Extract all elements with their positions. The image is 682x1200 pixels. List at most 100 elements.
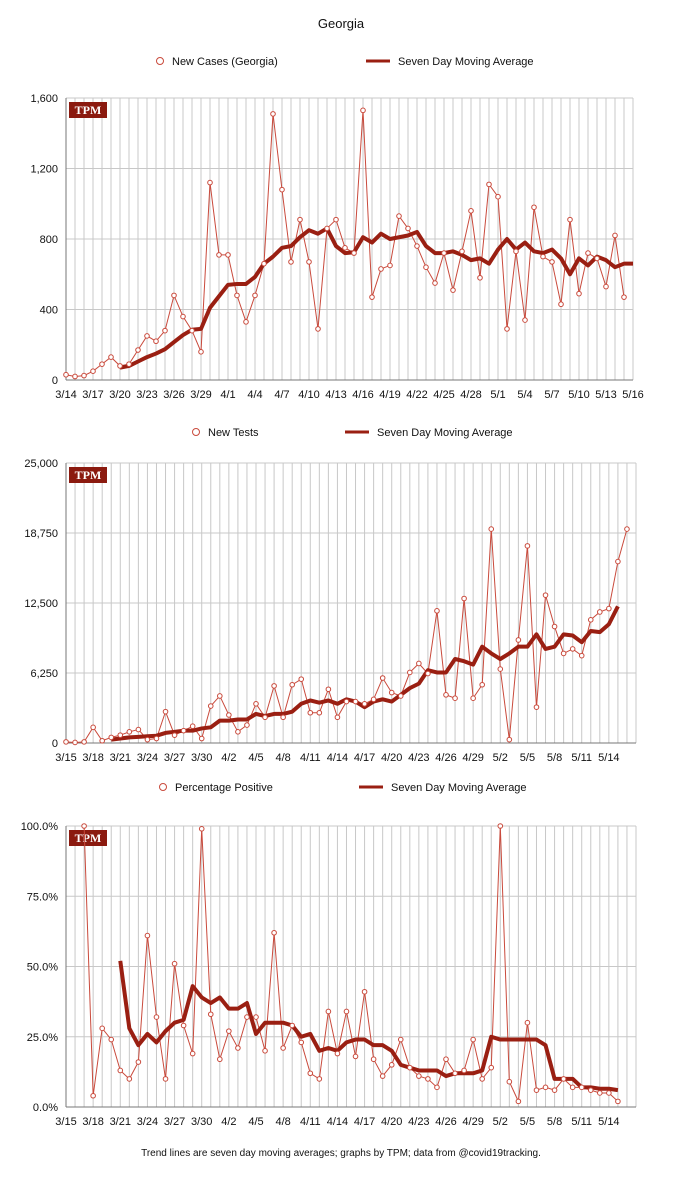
x-tick-label: 4/25 — [433, 389, 454, 401]
data-point — [416, 660, 422, 667]
data-point — [99, 1025, 105, 1032]
data-point — [144, 932, 151, 939]
data-point — [162, 1076, 169, 1082]
data-point — [477, 274, 483, 281]
data-point — [325, 1008, 332, 1015]
x-tick-label: 5/13 — [595, 389, 616, 401]
data-point — [153, 338, 159, 345]
data-point — [217, 693, 223, 699]
moving-average-line — [119, 226, 633, 370]
data-point — [495, 193, 501, 200]
logo-text: TPM — [75, 468, 102, 482]
data-point — [243, 319, 249, 325]
data-point — [333, 216, 339, 223]
logo-badge — [69, 467, 107, 483]
data-point — [578, 652, 585, 659]
x-tick-label: 3/27 — [164, 752, 185, 764]
data-point — [334, 714, 341, 721]
data-point — [108, 354, 114, 360]
moving-average-line — [110, 605, 620, 742]
legend-marker-raw — [192, 428, 200, 436]
y-tick-label: 25,000 — [24, 458, 58, 470]
x-tick-label: 4/29 — [462, 1116, 483, 1128]
data-point — [506, 736, 513, 743]
new-tests-chart: 0 6,250 12,500 18,750 25,000 3/15 3/18 3/21 3/24… — [24, 427, 637, 764]
raw-series-line — [83, 825, 619, 1104]
data-point — [425, 1076, 431, 1082]
gridlines — [65, 97, 634, 381]
data-point — [262, 1048, 268, 1054]
data-point — [414, 243, 420, 249]
data-point — [488, 526, 495, 532]
data-point — [560, 1076, 567, 1082]
legend: Percentage Positive Seven Day Moving Aver… — [159, 782, 527, 794]
x-tick-label: 3/24 — [137, 752, 158, 764]
y-tick-label: 75.0% — [27, 891, 58, 903]
data-point — [153, 735, 160, 742]
logo-badge — [69, 102, 107, 118]
data-point — [531, 204, 537, 211]
data-point — [549, 259, 555, 265]
data-point — [597, 609, 603, 615]
data-point — [542, 592, 549, 598]
data-point — [396, 213, 402, 219]
data-point — [126, 729, 133, 735]
data-point — [81, 372, 87, 379]
x-tick-label: 4/22 — [406, 389, 427, 401]
legend-marker-raw — [156, 57, 164, 65]
data-point — [624, 526, 630, 532]
data-point — [506, 1078, 513, 1085]
data-point — [324, 225, 330, 232]
data-point — [434, 608, 440, 614]
x-tick-label: 3/21 — [110, 1116, 131, 1128]
data-point — [461, 595, 467, 602]
data-point — [343, 698, 350, 705]
data-point — [443, 1056, 449, 1063]
x-tick-label: 4/14 — [327, 1116, 348, 1128]
data-point — [558, 301, 564, 308]
data-point — [325, 686, 332, 693]
data-point — [524, 543, 531, 549]
data-point — [171, 292, 177, 299]
data-point — [533, 1087, 540, 1093]
x-tick-label: 4/29 — [462, 752, 483, 764]
data-point — [99, 361, 105, 367]
data-point — [307, 709, 314, 716]
data-point — [397, 693, 404, 699]
x-tick-label: 4/7 — [274, 389, 289, 401]
data-point — [81, 823, 87, 829]
x-tick-label: 4/2 — [221, 752, 236, 764]
data-point — [117, 363, 123, 369]
tpm-logo: TPM — [69, 830, 107, 846]
data-point — [280, 714, 286, 721]
x-tick-label: 4/19 — [379, 389, 400, 401]
data-point — [226, 712, 232, 718]
data-point — [72, 739, 78, 746]
data-point — [378, 266, 384, 272]
x-tick-label: 4/8 — [275, 752, 290, 764]
data-point — [569, 1084, 576, 1091]
data-point — [423, 264, 429, 270]
data-point — [370, 696, 377, 703]
raw-points — [63, 107, 627, 380]
data-point — [307, 1070, 314, 1077]
data-point — [63, 371, 69, 378]
percent-positive-chart: 0.0% 25.0% 50.0% 75.0% 100.0% 3/15 3/18 3/21 3/2… — [21, 782, 637, 1128]
data-point — [578, 1084, 585, 1091]
x-tick-label: 4/5 — [248, 752, 263, 764]
data-point — [90, 724, 96, 731]
legend-label-raw: New Tests — [208, 427, 259, 439]
data-point — [621, 294, 627, 300]
data-point — [316, 709, 323, 716]
data-point — [470, 695, 476, 702]
data-point — [576, 290, 582, 297]
data-point — [407, 1064, 413, 1071]
data-point — [515, 1098, 522, 1105]
data-point — [135, 1059, 142, 1065]
x-tick-label: 5/7 — [544, 389, 559, 401]
data-point — [316, 1076, 323, 1082]
data-point — [189, 723, 196, 730]
data-point — [90, 368, 96, 374]
data-point — [361, 701, 368, 707]
data-point — [587, 617, 594, 623]
